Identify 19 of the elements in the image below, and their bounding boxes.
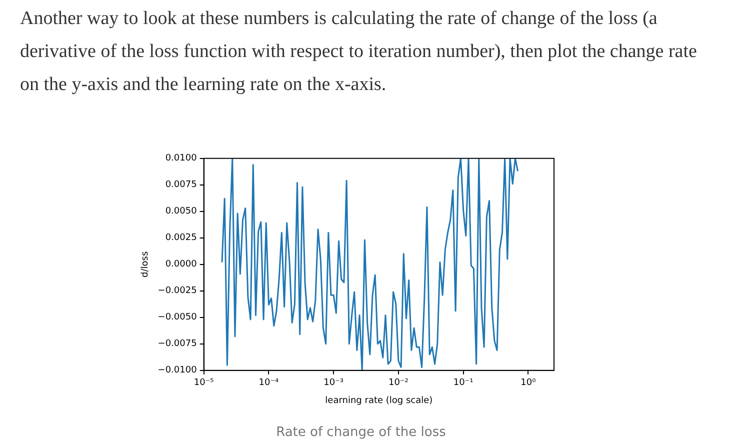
y-tick-label: 0.0050 (165, 206, 198, 217)
y-tick-label: −0.0050 (158, 312, 198, 323)
x-tick-label: 10⁻⁵ (194, 378, 214, 388)
x-tick-label: 10⁻² (388, 378, 409, 388)
y-axis-title: d/loss (140, 251, 151, 278)
x-axis-title: learning rate (log scale) (325, 396, 433, 406)
y-tick-label: −0.0100 (158, 366, 198, 376)
y-tick-label: −0.0025 (158, 286, 197, 296)
x-tick-label: 10⁰ (520, 378, 536, 388)
y-tick-label: 0.0025 (165, 233, 197, 244)
x-tick-label: 10⁻⁴ (258, 378, 279, 388)
y-tick-label: 0.0000 (165, 260, 198, 270)
x-tick-label: 10⁻³ (324, 378, 344, 388)
y-tick-label: 0.0100 (165, 154, 198, 164)
text: Rate of change of the loss (275, 425, 447, 440)
text: Another way to look at these numbers is calculating the rate of change of the loss (a derivative of the loss function with respect to iteration number), then plot the change rate on the y-axis and the learning rate on the x-axis. (20, 7, 698, 97)
x-tick-label: 10⁻¹ (453, 378, 474, 388)
y-tick-label: −0.0075 (158, 339, 197, 350)
y-tick-label: 0.0075 (165, 180, 197, 190)
